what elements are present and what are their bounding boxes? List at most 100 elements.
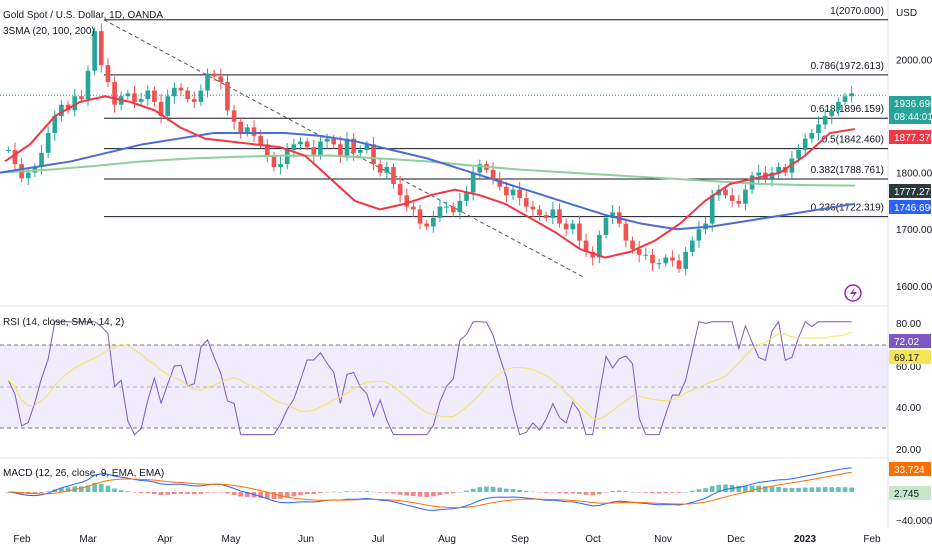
candle-body bbox=[284, 150, 290, 165]
candle-body bbox=[138, 99, 144, 102]
rsi-tick-80: 80.00 bbox=[896, 319, 921, 330]
macd-hist-bar bbox=[457, 491, 463, 493]
macd-hist-bar bbox=[517, 489, 522, 492]
candle-body bbox=[696, 229, 702, 241]
macd-hist-bar bbox=[663, 492, 669, 494]
svg-text:33.724: 33.724 bbox=[894, 465, 925, 476]
chart-title: Gold Spot / U.S. Dollar, 1D, OANDA bbox=[3, 10, 163, 21]
macd-hist-bar bbox=[291, 492, 297, 497]
candle-body bbox=[72, 96, 78, 111]
svg-text:72.02: 72.02 bbox=[894, 337, 919, 348]
fib-level-label: 0.786(1972.613) bbox=[811, 61, 884, 72]
macd-hist-bar bbox=[510, 489, 516, 492]
rsi-legend: RSI (14, close, SMA, 14, 2) bbox=[3, 317, 124, 328]
candle-body bbox=[12, 150, 18, 165]
macd-hist-bar bbox=[112, 488, 117, 492]
sma20-line bbox=[4, 95, 856, 259]
macd-hist-bar bbox=[185, 492, 190, 494]
candle-body bbox=[597, 234, 602, 258]
candle-body bbox=[802, 138, 808, 150]
candle-body bbox=[636, 249, 642, 255]
macd-hist-bar bbox=[477, 487, 483, 492]
macd-hist-bar bbox=[324, 492, 330, 493]
macd-hist-bar bbox=[470, 488, 476, 492]
candle-body bbox=[836, 101, 841, 111]
macd-hist-bar bbox=[749, 485, 755, 492]
macd-hist-bar bbox=[603, 492, 609, 493]
macd-hist-bar bbox=[623, 491, 629, 492]
time-tick: Dec bbox=[727, 534, 745, 545]
macd-line bbox=[8, 467, 852, 511]
macd-hist-bar bbox=[45, 491, 51, 492]
candle-body bbox=[264, 144, 270, 156]
candle-body bbox=[85, 70, 91, 100]
sma-legend: 3SMA (20, 100, 200) bbox=[3, 26, 95, 37]
macd-signal-line bbox=[8, 471, 852, 509]
candle-body bbox=[683, 251, 688, 269]
macd-hist-bar bbox=[32, 492, 38, 494]
candle-body bbox=[530, 206, 536, 210]
candle-body bbox=[318, 141, 323, 156]
rsi-ma-line bbox=[7, 331, 852, 420]
candle-body bbox=[205, 73, 210, 91]
macd-hist-bar bbox=[39, 492, 44, 493]
candle-body bbox=[822, 116, 828, 125]
price-tick: 2000.000 bbox=[896, 55, 932, 66]
macd-hist-bar bbox=[776, 486, 781, 492]
svg-text:1777.272: 1777.272 bbox=[894, 187, 932, 198]
macd-hist-bar bbox=[79, 486, 84, 492]
fib-level-label: 0.236(1722.319) bbox=[811, 203, 884, 214]
candle-body bbox=[623, 223, 629, 241]
macd-hist-bar bbox=[152, 492, 157, 494]
candle-body bbox=[92, 31, 97, 71]
candle-body bbox=[39, 152, 44, 167]
macd-hist-bar bbox=[271, 492, 277, 500]
macd-legend: MACD (12, 26, close, 9, EMA, EMA) bbox=[3, 468, 164, 479]
candle-body bbox=[563, 223, 569, 230]
macd-hist-bar bbox=[450, 492, 456, 494]
macd-hist-bar bbox=[404, 492, 410, 496]
svg-text:69.17: 69.17 bbox=[894, 353, 919, 364]
lightning-icon[interactable] bbox=[844, 284, 862, 302]
macd-hist-bar bbox=[357, 491, 363, 492]
fib-level-label: 0.5(1842.460) bbox=[822, 135, 884, 146]
candle-body bbox=[816, 124, 821, 134]
candle-body bbox=[251, 127, 257, 136]
candle-body bbox=[132, 93, 137, 102]
price-tick: 1800.000 bbox=[896, 169, 932, 180]
candle-body bbox=[537, 209, 542, 216]
candle-body bbox=[577, 223, 582, 241]
macd-hist-bar bbox=[98, 483, 104, 492]
macd-hist-bar bbox=[284, 492, 290, 498]
candle-body bbox=[185, 90, 190, 100]
candle-body bbox=[689, 240, 695, 252]
candle-body bbox=[550, 209, 556, 218]
fib-level-label: 1(2070.000) bbox=[830, 6, 884, 17]
fib-retracement[interactable]: 1(2070.000) 0.786(1972.613) 0.618(1896.159… bbox=[0, 6, 888, 218]
time-tick: Mar bbox=[79, 534, 97, 545]
macd-hist-bar bbox=[590, 492, 596, 496]
macd-hist-bar bbox=[344, 491, 350, 492]
macd-hist-bar bbox=[670, 492, 675, 493]
candle-body bbox=[523, 198, 529, 207]
price-tick: 1600.000 bbox=[896, 282, 932, 293]
svg-text:1746.690: 1746.690 bbox=[894, 203, 932, 214]
macd-hist-bar bbox=[411, 492, 416, 496]
macd-hist-bar bbox=[245, 492, 250, 497]
candle-body bbox=[5, 150, 11, 151]
candle-body bbox=[165, 96, 171, 117]
macd-hist-bar bbox=[351, 491, 356, 492]
candle-body bbox=[477, 164, 483, 173]
candle-body bbox=[796, 150, 801, 159]
macd-hist-bar bbox=[703, 488, 708, 492]
macd-hist-bar bbox=[264, 492, 270, 499]
candle-body bbox=[497, 178, 503, 187]
macd-hist-bar bbox=[723, 484, 728, 492]
macd-hist-bar bbox=[205, 492, 210, 493]
candle-body bbox=[271, 155, 277, 167]
macd-hist-bar bbox=[437, 492, 443, 495]
macd-hist-bar bbox=[597, 492, 602, 495]
candle-body bbox=[158, 101, 164, 117]
countdown: 08:44:01 bbox=[894, 112, 932, 123]
